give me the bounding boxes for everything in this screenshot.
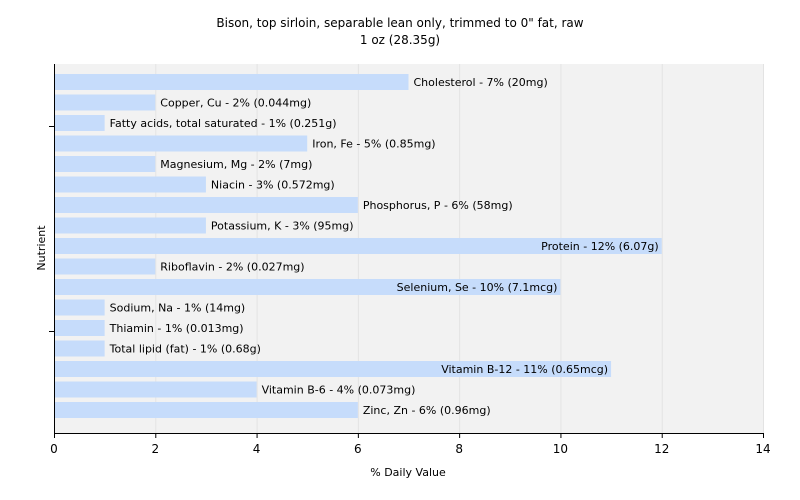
y-axis-title: Nutrient: [35, 225, 48, 271]
bar: [54, 361, 612, 377]
bar-label: Iron, Fe - 5% (0.85mg): [312, 138, 435, 151]
chart-title: Bison, top sirloin, separable lean only,…: [216, 16, 583, 30]
bar: [54, 238, 662, 254]
bar-labels: Cholesterol - 7% (20mg) Copper, Cu - 2% (…: [109, 76, 659, 417]
bar-label: Cholesterol - 7% (20mg): [414, 76, 548, 89]
x-tick-label: 6: [354, 442, 362, 456]
bar-label: Sodium, Na - 1% (14mg): [110, 302, 246, 315]
x-tick-label: 14: [755, 442, 770, 456]
bar: [54, 176, 206, 193]
axes: 0 2 4 6 8 10 12 14: [49, 64, 771, 456]
bar-label: Niacin - 3% (0.572mg): [211, 179, 335, 192]
bar: [54, 320, 105, 336]
x-axis-title: % Daily Value: [370, 466, 446, 479]
bar-label: Vitamin B-6 - 4% (0.073mg): [262, 384, 416, 397]
bar: [54, 402, 358, 418]
bar-label: Riboflavin - 2% (0.027mg): [160, 261, 304, 274]
bar: [54, 156, 156, 172]
bar-label: Copper, Cu - 2% (0.044mg): [160, 97, 311, 110]
chart-subtitle: 1 oz (28.35g): [360, 33, 440, 47]
bar-label: Fatty acids, total saturated - 1% (0.251…: [110, 117, 337, 130]
bar-label: Thiamin - 1% (0.013mg): [109, 322, 244, 335]
bar: [54, 217, 206, 234]
bar-label: Potassium, K - 3% (95mg): [211, 220, 354, 233]
x-tick-label: 12: [654, 442, 669, 456]
x-tick-label: 10: [553, 442, 568, 456]
bar: [54, 135, 308, 152]
x-tick-label: 8: [455, 442, 463, 456]
bar: [54, 340, 105, 357]
bar-label: Magnesium, Mg - 2% (7mg): [160, 158, 312, 171]
bar: [54, 94, 156, 111]
x-tick-label: 4: [253, 442, 261, 456]
bar: [54, 299, 105, 316]
bar: [54, 197, 358, 213]
bar: [54, 74, 409, 90]
bar: [54, 381, 257, 398]
bars: [54, 74, 662, 418]
bar: [54, 115, 105, 131]
bar-label: Zinc, Zn - 6% (0.96mg): [363, 404, 491, 417]
x-tick-label: 0: [50, 442, 58, 456]
bar-label: Total lipid (fat) - 1% (0.68g): [109, 343, 261, 356]
bar: [54, 258, 156, 275]
bar-label: Selenium, Se - 10% (7.1mcg): [397, 281, 558, 294]
bar-label: Vitamin B-12 - 11% (0.65mcg): [441, 363, 608, 376]
bar-label: Phosphorus, P - 6% (58mg): [363, 199, 513, 212]
x-tick-label: 2: [151, 442, 159, 456]
bar: [54, 279, 561, 295]
bar-label: Protein - 12% (6.07g): [541, 240, 659, 253]
